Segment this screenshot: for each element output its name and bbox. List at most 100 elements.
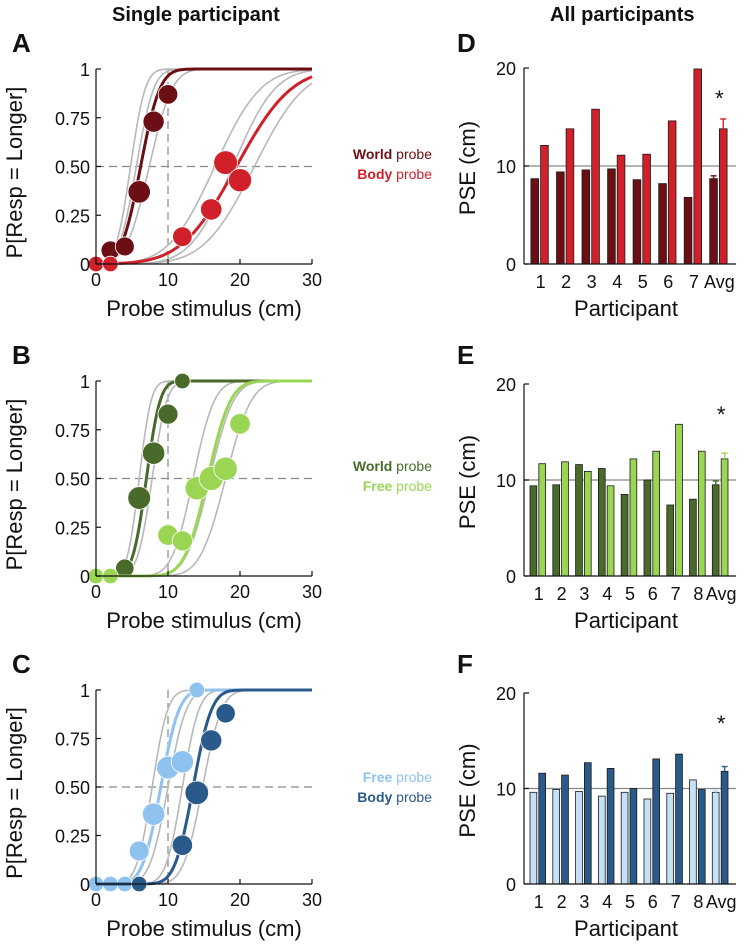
legend-b-world: World probe — [300, 456, 432, 476]
panel-a-point-1-3 — [200, 198, 223, 221]
panel-e-bar-1-2 — [584, 470, 592, 577]
panel-b-y-tick-label-3: 0.75 — [55, 421, 90, 441]
panel-a-point-0-1 — [114, 236, 135, 257]
panel-c-y-tick-label-3: 0.75 — [55, 730, 90, 750]
panel-b-x-tick-label-2: 20 — [230, 582, 250, 602]
panel-b-y-tick-label-4: 1 — [80, 372, 90, 392]
legend-a-world-rest: probe — [392, 146, 432, 162]
panel-f-bar-1-5 — [652, 758, 660, 885]
panel-f-bar-0-8 — [711, 791, 720, 885]
panel-a-letter: A — [12, 28, 31, 58]
panel-a-grey-fit-5 — [96, 82, 313, 265]
panel-e-x-tick-label-3: 4 — [602, 584, 612, 604]
legend-c-body-rest: probe — [392, 789, 432, 805]
panel-f-bar-1-8 — [720, 770, 729, 885]
panel-d-bar-0-5 — [658, 183, 667, 265]
panel-c-y-label: P[Resp = Longer] — [2, 707, 27, 879]
panel-c-y-tick-label-1: 0.25 — [55, 827, 90, 847]
panel-a-y-tick-label-0: 0 — [80, 255, 90, 275]
panel-c-x-tick-label-0: 0 — [91, 890, 101, 910]
legend-c-body: Body probe — [300, 787, 432, 807]
panel-f-x-tick-label-4: 5 — [625, 892, 635, 912]
panel-a-x-tick-label-1: 10 — [158, 270, 178, 290]
panel-e-bar-0-8 — [711, 484, 720, 577]
panel-e-x-tick-label-8: Avg — [706, 584, 737, 604]
panel-d-x-tick-label-3: 4 — [612, 272, 622, 292]
panel-d-x-label: Participant — [574, 296, 678, 321]
panel-e-bar-1-3 — [606, 485, 615, 577]
legend-b-free-bold: Free — [362, 478, 393, 494]
panel-e-y-tick-label-0: 0 — [506, 567, 516, 587]
panel-d-bar-1-4 — [642, 153, 651, 265]
panel-f-bar-0-5 — [643, 798, 652, 885]
panel-c-letter: C — [12, 649, 31, 679]
panel-c-point-0-6 — [170, 750, 194, 774]
panel-e-letter: E — [457, 340, 474, 370]
panel-a-fit-1 — [96, 75, 313, 266]
panel-f-x-tick-label-2: 3 — [579, 892, 589, 912]
panel-f-x-tick-label-8: Avg — [706, 892, 737, 912]
panel-a-x-tick-label-3: 30 — [302, 270, 322, 290]
panel-e-x-tick-label-5: 6 — [648, 584, 658, 604]
panel-f-bar-0-4 — [620, 791, 629, 885]
panel-f-bar-0-0 — [529, 791, 538, 885]
panel-f-bar-0-7 — [689, 779, 697, 885]
panel-d-x-tick-label-5: 6 — [663, 272, 673, 292]
panel-f-x-tick-label-0: 1 — [534, 892, 544, 912]
legend-c-body-bold: Body — [357, 789, 393, 805]
header-single-participant: Single participant — [112, 4, 280, 26]
panel-d-x-tick-label-2: 3 — [587, 272, 597, 292]
panel-b-point-0-4 — [174, 372, 191, 390]
panel-a-point-0-4 — [157, 84, 179, 105]
panel-c-point-1-3 — [200, 729, 223, 752]
panel-f-y-tick-label-0: 0 — [506, 875, 516, 895]
panel-e-x-label: Participant — [574, 608, 678, 633]
panel-b-point-0-3 — [157, 403, 179, 425]
panel-f-x-tick-label-5: 6 — [648, 892, 658, 912]
panel-e-x-tick-label-4: 5 — [625, 584, 635, 604]
panel-d-bar-0-2 — [581, 169, 591, 265]
panel-e-bar-0-0 — [529, 485, 538, 577]
panel-f-bar-1-6 — [675, 753, 683, 885]
panel-c-point-1-4 — [215, 703, 236, 724]
panel-f-x-tick-label-7: 8 — [693, 892, 703, 912]
panel-b-y-label: P[Resp = Longer] — [2, 399, 27, 571]
panel-b-letter: B — [12, 340, 31, 370]
panel-e-x-tick-label-1: 2 — [557, 584, 567, 604]
panel-e-bar-1-1 — [561, 461, 569, 577]
panel-e-bar-1-8 — [720, 458, 729, 577]
panel-b-y-tick-label-2: 0.50 — [55, 470, 90, 490]
panel-d-bar-1-3 — [616, 154, 626, 265]
panel-b-point-1-6 — [213, 456, 238, 481]
panel-e-x-tick-label-6: 7 — [671, 584, 681, 604]
panel-a-point-0-3 — [142, 110, 165, 133]
panel-e-x-tick-label-2: 3 — [579, 584, 589, 604]
panel-e-bar-0-1 — [552, 484, 560, 577]
panel-a-y-tick-label-3: 0.75 — [55, 109, 90, 129]
panel-d-y-tick-label-0: 0 — [506, 255, 516, 275]
panel-e-y-tick-label-2: 20 — [496, 375, 516, 395]
legend-b-world-rest: probe — [392, 458, 432, 474]
panel-b-point-0-1 — [127, 486, 151, 510]
panel-f-letter: F — [457, 649, 473, 679]
panel-e-bar-1-4 — [629, 458, 638, 577]
panel-c-x-label: Probe stimulus (cm) — [106, 916, 302, 941]
panel-a-y-label: P[Resp = Longer] — [2, 87, 27, 259]
panel-a-x-tick-label-2: 20 — [230, 270, 250, 290]
panel-d-bar-1-7 — [719, 128, 728, 265]
panel-d-y-tick-label-1: 10 — [496, 157, 516, 177]
panel-c-point-1-2 — [184, 780, 210, 806]
panel-b-x-tick-label-3: 30 — [302, 582, 322, 602]
panel-a-point-1-5 — [227, 168, 252, 193]
legend-a-world-bold: World — [352, 146, 393, 162]
legend-a-body-bold: Body — [357, 166, 393, 182]
panel-a-fit-0 — [95, 67, 312, 266]
panel-d-bar-0-1 — [556, 171, 565, 265]
panel-c-y-tick-label-0: 0 — [80, 875, 90, 895]
legend-a-body-rest: probe — [392, 166, 432, 182]
legend-c-free-bold: Free — [362, 769, 393, 785]
legend-b: World probe Free probe — [300, 456, 432, 496]
panel-f-bar-1-3 — [606, 768, 615, 885]
panel-e-y-label: PSE (cm) — [455, 435, 480, 529]
panel-c-x-tick-label-3: 30 — [302, 890, 322, 910]
